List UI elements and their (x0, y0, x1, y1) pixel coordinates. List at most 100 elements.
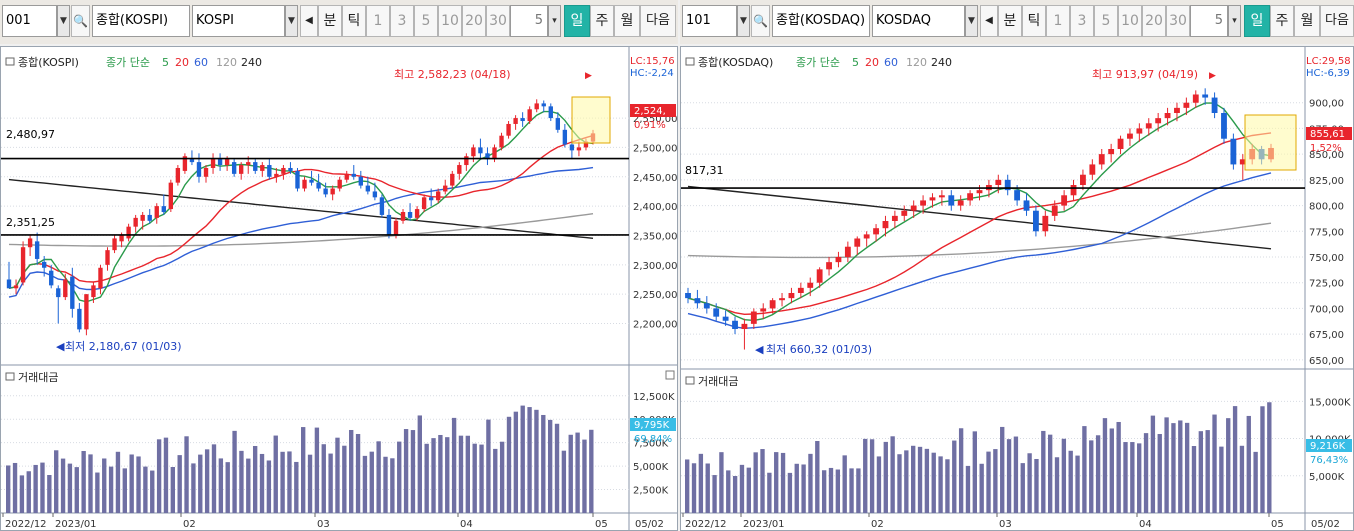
candle (49, 270, 54, 286)
candle (372, 191, 378, 198)
count-input[interactable]: 5 (1190, 5, 1228, 37)
candle (203, 167, 209, 177)
price-tick-label: 900,00 (1309, 99, 1344, 110)
volume-bar (225, 462, 230, 513)
prev-arrow-icon[interactable]: ◀ (980, 5, 998, 37)
candle (797, 287, 804, 293)
candle (873, 228, 879, 235)
search-icon[interactable]: 🔍 (751, 5, 770, 37)
ma240-label: 240 (931, 56, 952, 69)
count-dropdown-button[interactable]: ▾ (548, 5, 561, 37)
period-minute[interactable]: 분 (318, 5, 342, 37)
range-day-button[interactable]: 일 (564, 5, 590, 37)
kosdaq-chart[interactable]: ◀▶ 650,00675,00700,00725,00750,00775,008… (681, 47, 1353, 530)
name-field[interactable]: KOSDAQ (872, 5, 965, 37)
candle (91, 285, 96, 298)
volume-bar (863, 438, 868, 513)
candle (1174, 107, 1180, 113)
volume-bar (1184, 422, 1190, 513)
expand-icon[interactable] (665, 370, 675, 380)
candle (295, 170, 300, 189)
time-tick-label: 04 (1139, 519, 1152, 530)
code-input[interactable]: 001 (2, 5, 57, 37)
volume-bar (1041, 430, 1046, 513)
period-tick[interactable]: 틱 (342, 5, 366, 37)
market-select[interactable]: 종합(KOSPI) (92, 5, 190, 37)
candle (112, 238, 117, 251)
kospi-chart-panel: ◀ ▶ 2,200,00 2,250,00 2,300,00 2,350,00 2,400… (0, 46, 678, 531)
candle (161, 206, 166, 212)
period-5[interactable]: 5 (414, 5, 438, 37)
arrow-left-icon: ◀ (755, 343, 764, 356)
arrow-right-icon: ▶ (585, 71, 592, 81)
candle (428, 197, 434, 201)
name-field[interactable]: KOSPI (192, 5, 285, 37)
volume-bar (493, 448, 498, 513)
price-badge-value: 855,61 (1310, 129, 1345, 140)
name-dropdown-button[interactable]: ▼ (285, 5, 298, 37)
volume-bar (1054, 457, 1060, 513)
period-minute[interactable]: 분 (998, 5, 1022, 37)
volume-bar (403, 429, 409, 513)
volume-bar (1027, 453, 1032, 513)
code-input[interactable]: 101 (682, 5, 737, 37)
count-input[interactable]: 5 (510, 5, 548, 37)
volume-bar (54, 450, 59, 513)
period-1[interactable]: 1 (1046, 5, 1070, 37)
candle (98, 267, 103, 289)
period-1[interactable]: 1 (366, 5, 390, 37)
volume-bar (753, 452, 758, 513)
volume-bar (808, 453, 813, 513)
prev-arrow-icon[interactable]: ◀ (300, 5, 318, 37)
volume-tick-label: 5,000K (1309, 472, 1345, 483)
code-dropdown-button[interactable]: ▼ (737, 5, 750, 37)
period-5[interactable]: 5 (1094, 5, 1118, 37)
period-20[interactable]: 20 (462, 5, 486, 37)
period-10[interactable]: 10 (1118, 5, 1142, 37)
range-month-button[interactable]: 월 (1294, 5, 1320, 37)
candle (513, 118, 518, 124)
volume-bar (1205, 430, 1210, 513)
volume-bar (335, 437, 340, 513)
candle (713, 308, 720, 317)
volume-bar (6, 465, 11, 513)
range-day-button[interactable]: 일 (1244, 5, 1270, 37)
period-3[interactable]: 3 (1070, 5, 1094, 37)
period-tick[interactable]: 틱 (1022, 5, 1046, 37)
count-dropdown-button[interactable]: ▾ (1228, 5, 1241, 37)
candle (929, 197, 936, 201)
candle (471, 147, 476, 157)
candle (84, 294, 89, 330)
code-dropdown-button[interactable]: ▼ (57, 5, 70, 37)
candle (1136, 128, 1143, 134)
candle (34, 241, 40, 259)
next-button[interactable]: 다음 (1320, 5, 1354, 37)
period-30[interactable]: 30 (486, 5, 510, 37)
volume-bar (252, 445, 258, 513)
name-dropdown-button[interactable]: ▼ (965, 5, 978, 37)
volume-bar (294, 461, 299, 513)
period-3[interactable]: 3 (390, 5, 414, 37)
candle (901, 210, 908, 216)
next-button[interactable]: 다음 (640, 5, 676, 37)
candle (217, 159, 223, 166)
range-week-button[interactable]: 주 (1270, 5, 1294, 37)
volume-bar (369, 451, 374, 513)
range-week-button[interactable]: 주 (590, 5, 614, 37)
kospi-chart[interactable]: ◀▶ 2,200,002,250,002,300,002,350,002,400… (1, 47, 677, 530)
market-select[interactable]: 종합(KOSDAQ) (772, 5, 870, 37)
period-20[interactable]: 20 (1142, 5, 1166, 37)
volume-bar (211, 444, 217, 513)
volume-bar (1198, 431, 1204, 513)
volume-bar (129, 454, 134, 513)
candle (779, 298, 785, 301)
volume-tick-label: 12,500K (633, 392, 675, 403)
range-month-button[interactable]: 월 (614, 5, 640, 37)
candle (457, 165, 462, 174)
volume-bar (513, 411, 519, 513)
candle (6, 279, 12, 289)
period-10[interactable]: 10 (438, 5, 462, 37)
period-30[interactable]: 30 (1166, 5, 1190, 37)
volume-bar (321, 444, 326, 513)
search-icon[interactable]: 🔍 (71, 5, 90, 37)
